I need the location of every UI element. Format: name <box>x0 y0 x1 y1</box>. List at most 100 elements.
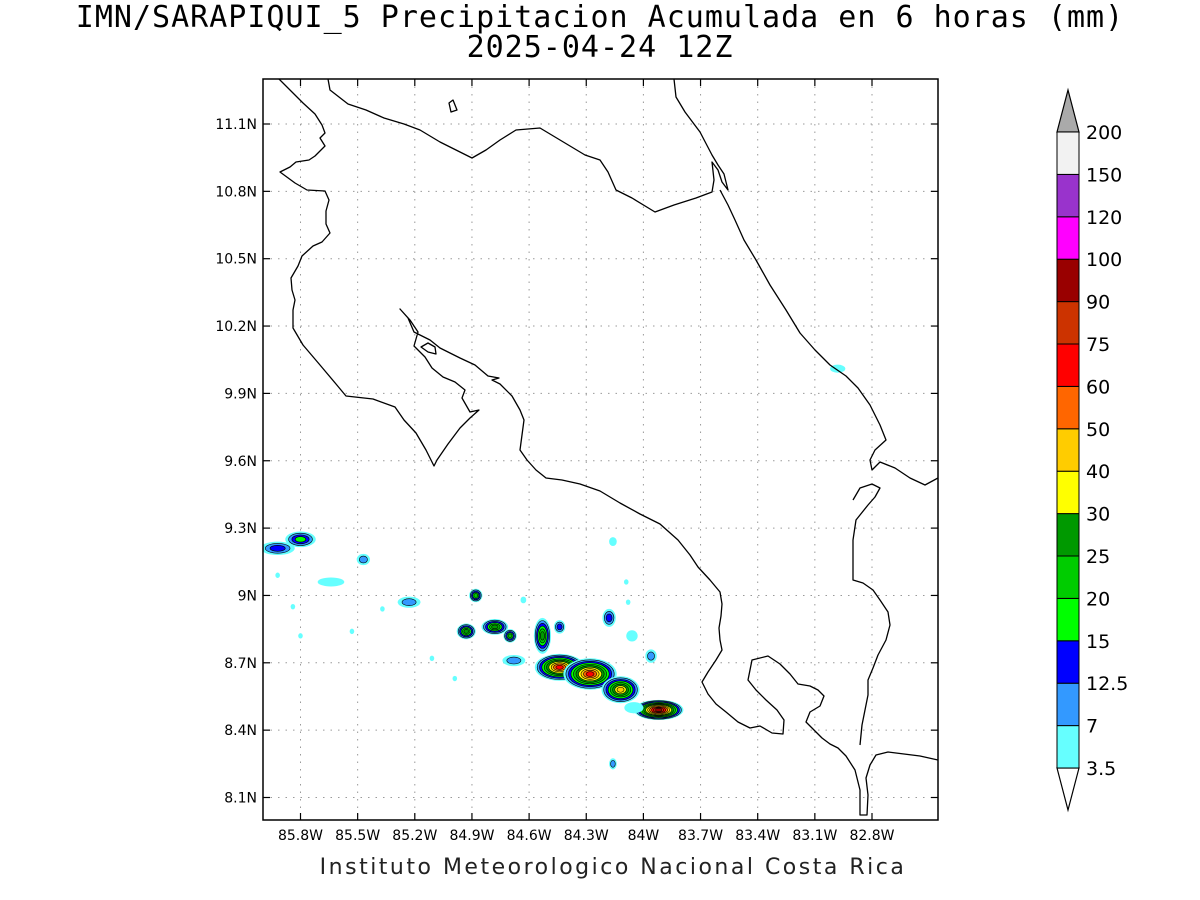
precip-contour <box>473 593 478 598</box>
precip-contour <box>647 651 655 661</box>
precip-contour <box>555 664 564 670</box>
colorbar-level-label: 120 <box>1086 207 1122 229</box>
colorbar-swatch <box>1056 470 1080 515</box>
lon-tick-label: 84W <box>628 828 660 844</box>
colorbar-swatch <box>1056 725 1080 769</box>
axis-ticks: 85.8W 85.5W 85.2W 84.9W 84.6W 84.3W 84W 83.7W 83… <box>215 79 938 844</box>
colorbar-level-label: 15 <box>1086 631 1110 653</box>
coastline <box>278 79 938 816</box>
precip-contour <box>624 702 644 714</box>
lat-tick-label: 8.4N <box>224 723 257 739</box>
precip-contour <box>491 624 499 630</box>
precip-contour <box>463 629 469 634</box>
precip-contour <box>520 596 527 604</box>
colorbar-level-label: 3.5 <box>1086 758 1116 780</box>
precip-contour <box>610 760 616 768</box>
colorbar-level-label: 100 <box>1086 249 1122 271</box>
colorbar-level-label: 7 <box>1086 716 1098 738</box>
lat-tick-label: 9.6N <box>224 454 257 470</box>
precip-contour <box>317 577 345 587</box>
colorbar-level-label: 12.5 <box>1086 673 1128 695</box>
lon-tick-label: 83.7W <box>678 828 723 844</box>
precip-contour <box>298 633 303 639</box>
precip-contour <box>358 555 368 564</box>
precip-contour <box>556 623 563 631</box>
precip-contour <box>401 598 417 606</box>
precip-contour <box>269 545 286 552</box>
footer-institution: Instituto Meteorologico Nacional Costa R… <box>319 855 907 880</box>
precip-contour <box>625 599 631 605</box>
precip-contour <box>616 686 625 693</box>
colorbar-swatch <box>1056 301 1080 345</box>
lat-tick-label: 9N <box>238 588 257 604</box>
lat-tick-label: 10.8N <box>215 184 257 200</box>
lat-tick-label: 8.7N <box>224 656 257 672</box>
map-subtitle-datetime: 2025-04-24 12Z <box>466 30 734 65</box>
precip-contour <box>294 536 307 543</box>
coastline-pacific <box>278 79 938 816</box>
colorbar-swatch <box>1056 513 1080 557</box>
precipitation-field <box>263 364 846 770</box>
colorbar-level-label: 150 <box>1086 164 1122 186</box>
panama-border <box>852 483 891 746</box>
colorbar-swatch <box>1056 555 1080 599</box>
colorbar-swatch <box>1056 682 1080 727</box>
lat-tick-label: 10.5N <box>215 252 257 268</box>
lat-tick-label: 9.9N <box>224 386 257 402</box>
precip-contour <box>429 655 435 662</box>
lon-tick-label: 83.4W <box>735 828 780 844</box>
colorbar: 3.5 7 12.5 15 20 25 30 40 50 60 75 90 100 120 150 200 <box>1056 87 1128 813</box>
colorbar-level-label: 50 <box>1086 419 1110 441</box>
precip-contour <box>275 572 280 578</box>
colorbar-level-label: 75 <box>1086 334 1110 356</box>
lon-tick-label: 83.1W <box>792 828 837 844</box>
precip-contour <box>349 628 355 635</box>
lon-tick-label: 85.5W <box>335 828 380 844</box>
colorbar-level-label: 200 <box>1086 122 1122 144</box>
map-title: IMN/SARAPIQUI_5 Precipitacion Acumulada … <box>75 0 1125 35</box>
colorbar-swatch <box>1056 428 1080 472</box>
colorbar-swatch <box>1056 216 1080 260</box>
lon-tick-label: 85.8W <box>278 828 323 844</box>
colorbar-level-label: 40 <box>1086 461 1110 483</box>
island-gulf <box>420 342 437 355</box>
lon-tick-label: 85.2W <box>392 828 437 844</box>
precip-contour <box>452 675 458 682</box>
colorbar-level-label: 60 <box>1086 376 1110 398</box>
precip-contour <box>507 633 513 639</box>
colorbar-swatch <box>1056 385 1080 430</box>
lon-tick-label: 82.8W <box>849 828 894 844</box>
colorbar-level-label: 90 <box>1086 292 1110 314</box>
precip-contour <box>626 630 638 642</box>
lon-tick-label: 84.6W <box>507 828 552 844</box>
colorbar-upper-arrow <box>1056 87 1080 133</box>
colorbar-swatch <box>1056 597 1080 642</box>
colorbar-lower-arrow <box>1056 767 1080 813</box>
lat-tick-label: 8.1N <box>224 791 257 807</box>
map-frame <box>262 78 939 821</box>
colorbar-swatch <box>1056 640 1080 684</box>
precip-contour <box>290 603 296 610</box>
lon-tick-label: 84.9W <box>449 828 494 844</box>
island-north <box>448 99 458 113</box>
colorbar-swatch <box>1056 343 1080 387</box>
precip-contour <box>585 671 595 677</box>
lat-tick-label: 11.1N <box>215 117 257 133</box>
precip-contour <box>540 631 545 641</box>
lat-tick-label: 10.2N <box>215 319 257 335</box>
lat-lon-grid <box>263 79 938 820</box>
colorbar-swatch <box>1056 173 1080 218</box>
precip-contour <box>830 364 846 373</box>
colorbar-level-label: 30 <box>1086 504 1110 526</box>
coastline-caribbean <box>327 79 729 213</box>
lon-tick-label: 84.3W <box>564 828 609 844</box>
precip-contour <box>605 613 613 623</box>
lat-tick-label: 9.3N <box>224 521 257 537</box>
colorbar-level-label: 25 <box>1086 546 1110 568</box>
colorbar-swatch <box>1056 258 1080 303</box>
colorbar-level-label: 20 <box>1086 588 1110 610</box>
colorbar-swatch <box>1056 131 1080 175</box>
precip-contour <box>655 708 663 712</box>
precip-contour <box>623 579 629 585</box>
